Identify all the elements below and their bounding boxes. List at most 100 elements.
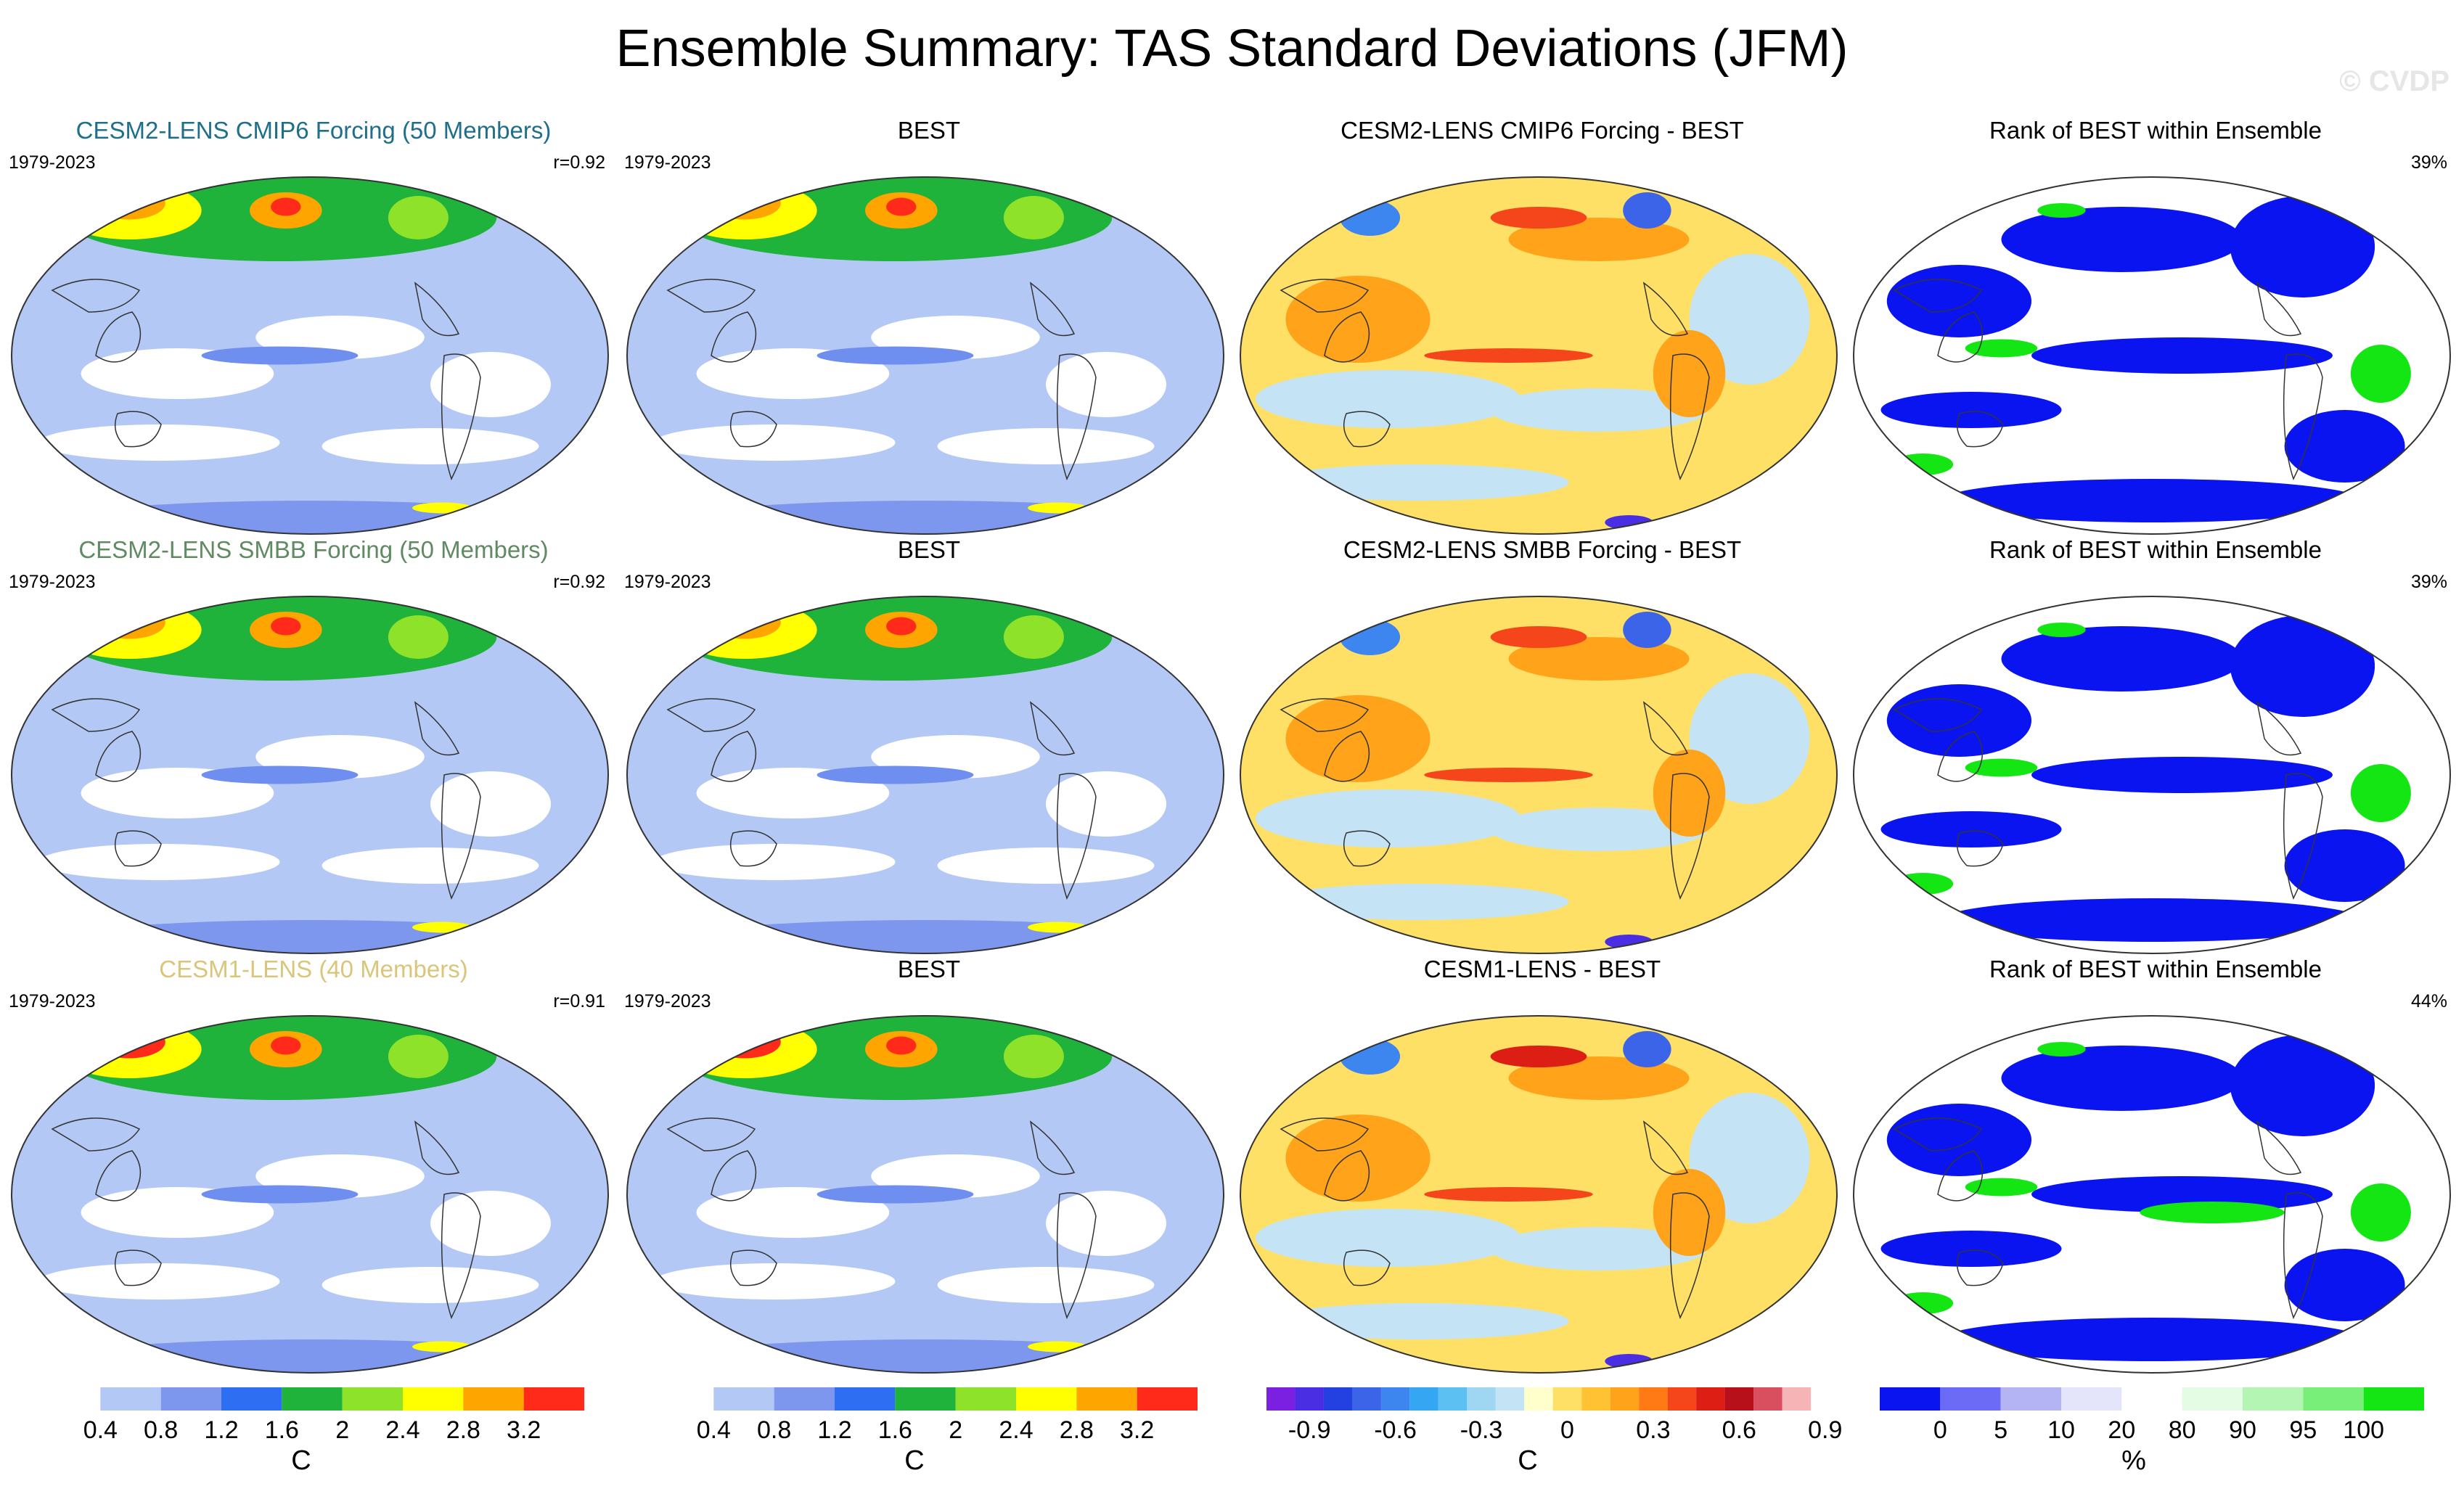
- rank-field: [1854, 177, 2450, 534]
- colorbar-std: 0.4 0.8 1.2 1.6 2 2.4 2.8 3.2 C: [653, 1387, 1198, 1482]
- colorbar-tick: 0: [1933, 1416, 1947, 1444]
- colorbar-unit: %: [2121, 1445, 2146, 1476]
- colorbar-tick: 0.8: [757, 1416, 792, 1444]
- colorbar-swatch: [955, 1387, 1016, 1411]
- colorbar-swatch: [1782, 1387, 1811, 1411]
- colorbar-tick: 2: [949, 1416, 963, 1444]
- panel-diff-row2: CESM2-LENS SMBB Forcing - BEST: [1237, 535, 1847, 954]
- panel-title: BEST: [897, 956, 961, 982]
- std-field: [12, 1016, 608, 1373]
- global-map: [1853, 1015, 2451, 1374]
- colorbar-tick: 80: [2168, 1416, 2196, 1444]
- colorbar-swatch: [463, 1387, 524, 1411]
- colorbar-tick: -0.9: [1288, 1416, 1331, 1444]
- panel-diff-row1: CESM2-LENS CMIP6 Forcing - BEST: [1237, 116, 1847, 535]
- global-map: [626, 596, 1224, 954]
- colorbar-tick: 2.4: [385, 1416, 420, 1444]
- colorbar-swatch: [774, 1387, 835, 1411]
- colorbar-swatch: [1495, 1387, 1525, 1411]
- pattern-correlation: r=0.91: [553, 991, 605, 1011]
- panel-title: Rank of BEST within Ensemble: [1989, 536, 2322, 563]
- colorbar-unit: C: [1518, 1445, 1538, 1476]
- colorbar-swatch: [1409, 1387, 1438, 1411]
- global-map: [1853, 596, 2451, 954]
- colorbar-tick: 100: [2343, 1416, 2385, 1444]
- colorbar-swatch: [1610, 1387, 1640, 1411]
- coastlines: [51, 279, 481, 480]
- colorbar-tick: 1.2: [817, 1416, 852, 1444]
- global-map: [626, 176, 1224, 535]
- colorbar-std: 0.4 0.8 1.2 1.6 2 2.4 2.8 3.2 C: [40, 1387, 584, 1482]
- coastlines: [1280, 698, 1710, 900]
- colorbar-swatch: [1266, 1387, 1296, 1411]
- colorbar-swatch: [1137, 1387, 1198, 1411]
- coastlines: [1893, 1117, 2323, 1319]
- colorbar-swatch: [1323, 1387, 1353, 1411]
- colorbar-tick: 2.8: [446, 1416, 480, 1444]
- watermark: © CVDP: [2339, 65, 2449, 97]
- colorbar-swatch: [653, 1387, 714, 1411]
- colorbar-swatch: [2303, 1387, 2364, 1411]
- colorbar-tick: 95: [2289, 1416, 2317, 1444]
- colorbar-tick: -0.6: [1374, 1416, 1417, 1444]
- colorbar-tick: 20: [2108, 1416, 2136, 1444]
- colorbar-tick: 0.4: [696, 1416, 731, 1444]
- panel-title: CESM2-LENS SMBB Forcing - BEST: [1343, 536, 1742, 563]
- global-map: [626, 1015, 1224, 1374]
- panel-rank-row1: Rank of BEST within Ensemble 39%: [1851, 116, 2460, 535]
- colorbar-tick: 1.2: [204, 1416, 239, 1444]
- colorbar-tick: 2.8: [1059, 1416, 1094, 1444]
- std-field: [627, 596, 1224, 953]
- colorbar-swatch: [1639, 1387, 1668, 1411]
- colorbar-swatch: [1076, 1387, 1137, 1411]
- colorbar-swatch: [1667, 1387, 1697, 1411]
- panel-rank-row2: Rank of BEST within Ensemble 39%: [1851, 535, 2460, 954]
- global-map: [1240, 176, 1838, 535]
- figure-title: Ensemble Summary: TAS Standard Deviation…: [615, 20, 1849, 78]
- colorbar-swatch: [2182, 1387, 2243, 1411]
- period-label: 1979-2023: [624, 152, 711, 173]
- colorbar-tick: 2: [335, 1416, 350, 1444]
- colorbar-swatch: [1552, 1387, 1582, 1411]
- panel-rank-row3: Rank of BEST within Ensemble 44%: [1851, 955, 2460, 1374]
- global-map: [1240, 1015, 1838, 1374]
- diff-field: [1240, 596, 1837, 953]
- global-map: [1240, 596, 1838, 954]
- colorbar-swatch: [1940, 1387, 2001, 1411]
- colorbar-tick: 90: [2229, 1416, 2256, 1444]
- colorbar-tick: 5: [1994, 1416, 2008, 1444]
- colorbar-swatch: [1295, 1387, 1324, 1411]
- panel-title: CESM1-LENS (40 Members): [159, 956, 468, 982]
- rank-percent: 39%: [2410, 572, 2447, 592]
- coastlines: [666, 279, 1097, 480]
- panel-title: CESM2-LENS SMBB Forcing (50 Members): [78, 536, 549, 563]
- coastlines: [1893, 279, 2323, 480]
- pattern-correlation: r=0.92: [553, 152, 605, 173]
- panel-title: Rank of BEST within Ensemble: [1989, 956, 2322, 982]
- panel-obs-row2: BEST 1979-2023: [624, 535, 1234, 954]
- rank-field: [1854, 1016, 2450, 1373]
- colorbar-swatch: [2243, 1387, 2304, 1411]
- rank-percent: 39%: [2410, 152, 2447, 173]
- colorbar-tick: 0.3: [1636, 1416, 1671, 1444]
- global-map: [1853, 176, 2451, 535]
- panel-diff-row3: CESM1-LENS - BEST: [1237, 955, 1847, 1374]
- colorbar-tick: 0.6: [1722, 1416, 1756, 1444]
- panel-title: CESM1-LENS - BEST: [1423, 956, 1661, 982]
- colorbar-swatch: [342, 1387, 403, 1411]
- colorbar-swatch: [221, 1387, 282, 1411]
- colorbar-swatch: [2363, 1387, 2424, 1411]
- colorbar-tick: 0.4: [83, 1416, 118, 1444]
- colorbar-swatch: [713, 1387, 774, 1411]
- colorbar-tick: 2.4: [999, 1416, 1034, 1444]
- colorbar-swatch: [40, 1387, 101, 1411]
- coastlines: [51, 698, 481, 900]
- colorbar-unit: C: [291, 1445, 311, 1476]
- global-map: [11, 176, 609, 535]
- colorbar-swatch: [895, 1387, 956, 1411]
- panel-title: BEST: [897, 117, 961, 144]
- pattern-correlation: r=0.92: [553, 572, 605, 592]
- coastlines: [1280, 1117, 1710, 1319]
- panel-obs-row3: BEST 1979-2023: [624, 955, 1234, 1374]
- colorbar-swatch: [2121, 1387, 2182, 1411]
